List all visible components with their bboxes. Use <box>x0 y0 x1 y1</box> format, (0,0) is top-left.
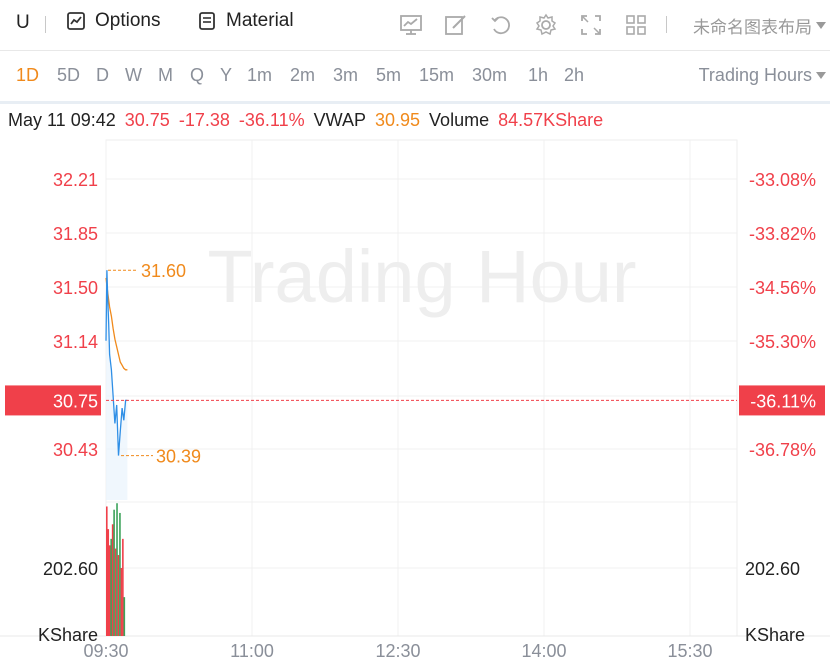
quote-price: 30.75 <box>124 110 170 130</box>
fullscreen-icon[interactable] <box>578 12 604 38</box>
chart-grid <box>0 139 830 637</box>
period-2m[interactable]: 2m <box>290 65 316 85</box>
percent-tick-label: -33.82% <box>749 224 816 244</box>
period-15m[interactable]: 15m <box>419 65 455 85</box>
price-tick-label: 30.43 <box>53 440 98 460</box>
volume-bar <box>123 597 126 636</box>
period-y[interactable]: Y <box>220 65 233 85</box>
current-pct-tag-text: -36.11% <box>750 391 816 411</box>
volume-label: Volume <box>429 110 490 130</box>
vwap-line <box>105 277 128 371</box>
volume-unit-label: KShare <box>745 625 805 645</box>
period-m[interactable]: M <box>158 65 173 85</box>
settings-icon[interactable] <box>533 12 559 38</box>
volume-bar <box>117 555 120 636</box>
grid-icon[interactable] <box>623 12 649 38</box>
trading-hours-label: Trading Hours <box>698 65 812 85</box>
period-5m[interactable]: 5m <box>376 65 402 85</box>
period-1h[interactable]: 1h <box>528 65 549 85</box>
symbol-label[interactable]: U <box>16 12 30 33</box>
period-w[interactable]: W <box>125 65 142 85</box>
period-d[interactable]: D <box>96 65 109 85</box>
time-tick-label: 12:30 <box>375 641 420 661</box>
current-pct-tag <box>739 385 825 416</box>
period-30m[interactable]: 30m <box>472 65 508 85</box>
price-tick-label: 31.50 <box>53 278 98 298</box>
options-button[interactable]: Options <box>66 10 160 32</box>
chart-markers: 30.75 -36.11% 31.60 30.39 <box>5 261 825 467</box>
volume-bar <box>119 512 121 636</box>
period-1d[interactable]: 1D <box>16 65 40 85</box>
volume-bars <box>106 503 126 636</box>
undo-icon[interactable] <box>488 12 514 38</box>
chart-toolbar: U Options Material 未命名图表布局 <box>0 0 830 51</box>
low-marker-label: 30.39 <box>156 447 201 467</box>
options-label: Options <box>95 10 161 31</box>
toolbar-divider <box>45 16 46 33</box>
price-line <box>105 270 128 456</box>
price-tick-label: 31.14 <box>53 332 98 352</box>
period-3m[interactable]: 3m <box>333 65 359 85</box>
current-price-tag <box>5 385 101 416</box>
plot-frame <box>105 139 738 637</box>
layout-label: 未命名图表布局 <box>693 18 812 37</box>
material-button[interactable]: Material <box>197 10 294 32</box>
quote-info-line: May 11 09:42 30.75 -17.38 -36.11% VWAP 3… <box>8 110 607 131</box>
time-tick-label: 15:30 <box>667 641 712 661</box>
volume-bar <box>111 524 114 636</box>
volume-bar <box>116 503 118 636</box>
time-tick-label: 09:30 <box>83 641 128 661</box>
caret-down-icon <box>816 72 826 79</box>
toolbar-divider <box>666 16 667 33</box>
high-marker-label: 31.60 <box>141 261 186 281</box>
chart-icon[interactable] <box>398 12 424 38</box>
time-tick-label: 11:00 <box>230 641 274 661</box>
volume-bar <box>114 548 117 636</box>
document-icon <box>199 12 215 30</box>
period-q[interactable]: Q <box>190 65 205 85</box>
price-tick-label: 31.85 <box>53 224 98 244</box>
chart-lines <box>105 270 128 500</box>
volume-unit-label: KShare <box>38 625 98 645</box>
volume-value: 84.57KShare <box>498 110 604 130</box>
price-axis: 32.21 31.85 31.50 31.14 30.43 202.60 KShare <box>38 170 98 645</box>
layout-select[interactable]: 未命名图表布局 <box>693 13 826 38</box>
percent-tick-label: -34.56% <box>749 278 816 298</box>
quote-change-pct: -36.11% <box>238 110 305 130</box>
price-area <box>106 270 128 500</box>
volume-bar <box>113 509 115 636</box>
volume-tick-label: 202.60 <box>745 559 800 579</box>
material-label: Material <box>226 10 294 31</box>
period-bar: 1D 5D D W M Q Y 1m 2m 3m 5m 15m 30m 1h 2… <box>0 51 830 104</box>
current-price-tag-text: 30.75 <box>53 391 98 411</box>
volume-bar <box>110 538 112 636</box>
vwap-value: 30.95 <box>374 110 421 130</box>
trading-hours-select[interactable]: Trading Hours <box>699 65 826 86</box>
volume-bar <box>122 538 124 636</box>
period-1m[interactable]: 1m <box>247 65 273 85</box>
chart-watermark: Trading Hour <box>207 235 636 318</box>
volume-bar <box>107 529 110 636</box>
period-5d[interactable]: 5D <box>57 65 81 85</box>
chart-options-icon <box>67 12 85 30</box>
volume-bar <box>106 506 108 636</box>
percent-tick-label: -33.08% <box>749 170 816 190</box>
caret-down-icon <box>816 22 826 29</box>
percent-tick-label: -36.78% <box>749 440 816 460</box>
quote-change: -17.38 <box>178 110 230 130</box>
time-axis: 09:30 11:00 12:30 14:00 15:30 <box>83 641 712 661</box>
volume-bar <box>120 568 123 636</box>
percent-axis: -33.08% -33.82% -34.56% -35.30% -36.78% 202.6… <box>745 170 816 645</box>
percent-tick-label: -35.30% <box>749 332 816 352</box>
vwap-label: VWAP <box>313 110 366 130</box>
period-2h[interactable]: 2h <box>564 65 585 85</box>
volume-tick-label: 202.60 <box>43 559 98 579</box>
volume-bar <box>108 545 111 636</box>
time-tick-label: 14:00 <box>521 641 566 661</box>
quote-datetime: May 11 09:42 <box>8 110 116 130</box>
price-tick-label: 32.21 <box>53 170 98 190</box>
draw-icon[interactable] <box>443 12 469 38</box>
